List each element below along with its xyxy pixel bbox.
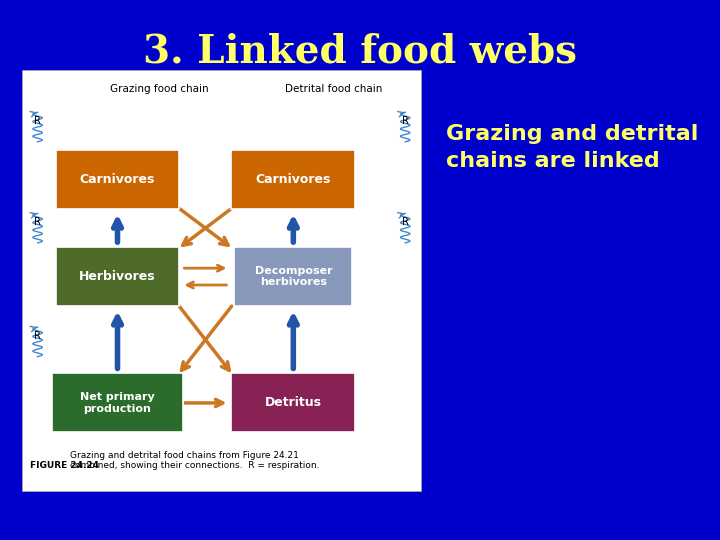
Text: Herbivores: Herbivores <box>79 270 156 283</box>
FancyBboxPatch shape <box>231 150 355 209</box>
FancyBboxPatch shape <box>55 150 179 209</box>
Text: Grazing food chain: Grazing food chain <box>109 84 208 94</box>
Text: R: R <box>402 116 409 126</box>
FancyBboxPatch shape <box>22 70 421 491</box>
Text: Detrital food chain: Detrital food chain <box>285 84 383 94</box>
FancyBboxPatch shape <box>235 247 352 306</box>
Text: R: R <box>402 217 409 227</box>
FancyBboxPatch shape <box>52 374 184 433</box>
Text: FIGURE 24.24: FIGURE 24.24 <box>30 461 99 470</box>
Text: Decomposer
herbivores: Decomposer herbivores <box>254 266 332 287</box>
Text: Grazing and detrital food chains from Figure 24.21
combined, showing their conne: Grazing and detrital food chains from Fi… <box>70 451 319 470</box>
Text: Carnivores: Carnivores <box>80 173 156 186</box>
Text: Net primary
production: Net primary production <box>80 392 155 414</box>
Text: Carnivores: Carnivores <box>256 173 331 186</box>
FancyBboxPatch shape <box>231 374 355 433</box>
Text: 3. Linked food webs: 3. Linked food webs <box>143 32 577 70</box>
FancyBboxPatch shape <box>55 247 179 306</box>
Text: R: R <box>34 116 41 126</box>
Text: Grazing and detrital
chains are linked: Grazing and detrital chains are linked <box>446 124 699 171</box>
Text: Detritus: Detritus <box>265 396 322 409</box>
Text: R: R <box>34 217 41 227</box>
Text: R: R <box>34 330 41 341</box>
